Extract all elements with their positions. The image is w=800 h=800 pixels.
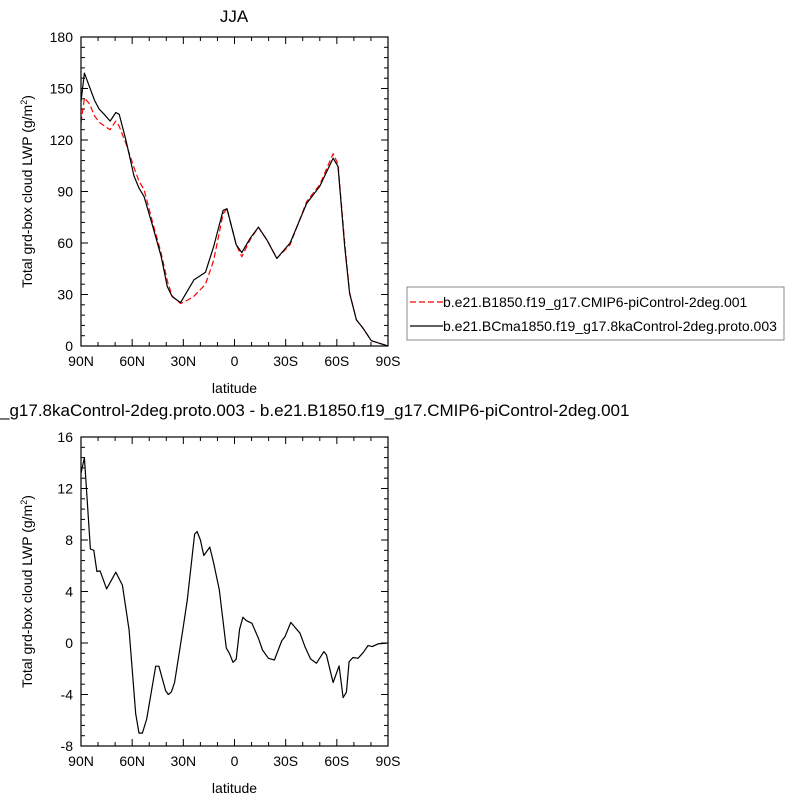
y-tick-label: 180 xyxy=(50,29,74,45)
x-tick-label: 60S xyxy=(324,753,349,769)
y-tick-label: -8 xyxy=(61,738,74,754)
legend-entry: b.e21.B1850.f19_g17.CMIP6-piControl-2deg… xyxy=(443,294,748,310)
panel-2: 90N 60N 30N 0 30S 60S 90S -8 -4 0 4 8 12 16 _g17.8kaCo… xyxy=(0,401,629,796)
x-tick-label: 90S xyxy=(376,753,401,769)
y-tick-label: 90 xyxy=(57,184,73,200)
plot-frame xyxy=(80,436,389,747)
x-tick-label: 90N xyxy=(68,753,94,769)
x-tick-label: 0 xyxy=(231,753,239,769)
y-axis-label: Total grd-box cloud LWP (g/m2) xyxy=(19,495,35,688)
panel-1: 90N 60N 30N 0 30S 60S 90S 0 30 60 90 120 150 180 JJA la… xyxy=(19,7,785,396)
x-tick-label: 60S xyxy=(324,353,349,369)
series-line-2 xyxy=(80,72,389,347)
legend-entry: b.e21.BCma1850.f19_g17.8kaControl-2deg.p… xyxy=(443,318,777,334)
x-tick-label: 90N xyxy=(68,353,94,369)
x-tick-label: 30S xyxy=(273,753,298,769)
plot-frame xyxy=(80,36,389,347)
y-tick-label: 0 xyxy=(65,635,73,651)
series-line-1 xyxy=(80,97,389,347)
x-tick-label: 0 xyxy=(231,353,239,369)
y-tick-label: 16 xyxy=(57,429,73,445)
y-tick-label: -4 xyxy=(61,687,74,703)
y-tick-label: 60 xyxy=(57,235,73,251)
y-axis-label: Total grd-box cloud LWP (g/m2) xyxy=(19,95,35,288)
legend: b.e21.B1850.f19_g17.CMIP6-piControl-2deg… xyxy=(406,286,785,341)
series-line-1 xyxy=(80,457,389,734)
y-tick-label: 30 xyxy=(57,287,73,303)
chart-title: JJA xyxy=(220,7,249,26)
chart-title: _g17.8kaControl-2deg.proto.003 - b.e21.B… xyxy=(0,401,629,420)
x-axis-label: latitude xyxy=(212,380,257,396)
y-tick-label: 150 xyxy=(50,81,74,97)
x-tick-label: 90S xyxy=(376,353,401,369)
y-tick-label: 8 xyxy=(65,532,73,548)
x-tick-label: 30N xyxy=(170,353,196,369)
legend-box xyxy=(406,286,785,341)
x-tick-label: 30S xyxy=(273,353,298,369)
x-tick-label: 30N xyxy=(170,753,196,769)
y-tick-label: 4 xyxy=(65,584,73,600)
y-tick-label: 120 xyxy=(50,132,74,148)
y-tick-label: 12 xyxy=(57,481,73,497)
x-tick-label: 60N xyxy=(119,353,145,369)
x-tick-label: 60N xyxy=(119,753,145,769)
y-tick-label: 0 xyxy=(65,338,73,354)
x-axis-label: latitude xyxy=(212,780,257,796)
